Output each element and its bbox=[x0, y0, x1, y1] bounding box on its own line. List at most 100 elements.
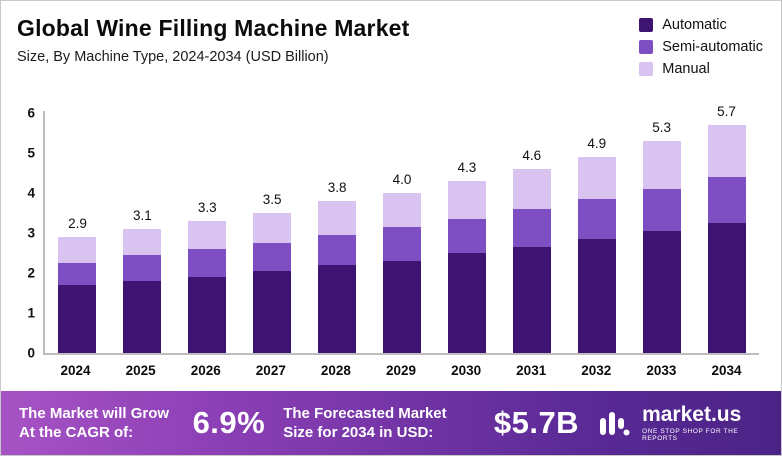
bar-segment-manual bbox=[382, 193, 421, 227]
bar-segment-automatic bbox=[382, 261, 421, 353]
bar-group-2028: 3.8 bbox=[305, 180, 370, 353]
x-label-2031: 2031 bbox=[516, 363, 547, 378]
forecast-label: The Forecasted Market Size for 2034 in U… bbox=[283, 404, 447, 442]
bar-group-2034: 5.7 bbox=[694, 104, 759, 353]
bar-segment-semi-automatic bbox=[253, 243, 292, 271]
bar-group-2031: 4.6 bbox=[499, 148, 564, 353]
bar-segment-manual bbox=[577, 157, 616, 199]
bar-segment-semi-automatic bbox=[577, 199, 616, 239]
page-subtitle: Size, By Machine Type, 2024-2034 (USD Bi… bbox=[17, 49, 329, 65]
chart-legend: Automatic Semi-automatic Manual bbox=[639, 15, 763, 77]
bar-stack-2025 bbox=[123, 229, 162, 353]
bar-segment-automatic bbox=[707, 223, 746, 353]
y-tick-0: 0 bbox=[27, 345, 35, 361]
logo-tagline: ONE STOP SHOP FOR THE REPORTS bbox=[642, 427, 739, 442]
cagr-value: 6.9% bbox=[192, 405, 266, 440]
bar-stack-2030 bbox=[447, 181, 486, 353]
bar-total-label-2028: 3.8 bbox=[327, 180, 347, 195]
chart-header: Global Wine Filling Machine Market Size,… bbox=[1, 1, 781, 81]
bar-stack-2028 bbox=[318, 201, 357, 353]
bar-total-label-2031: 4.6 bbox=[522, 148, 542, 163]
bar-segment-automatic bbox=[318, 265, 357, 353]
bar-segment-automatic bbox=[123, 281, 162, 353]
legend-label: Automatic bbox=[662, 17, 727, 33]
bar-segment-manual bbox=[318, 201, 357, 235]
y-axis: 0 1 2 3 4 5 6 bbox=[15, 106, 43, 361]
bar-stack-2033 bbox=[642, 141, 681, 353]
bar-segment-automatic bbox=[253, 271, 292, 353]
bar-total-label-2026: 3.3 bbox=[197, 200, 217, 215]
bar-segment-manual bbox=[253, 213, 292, 243]
legend-swatch-manual bbox=[639, 62, 654, 76]
y-tick-1: 1 bbox=[27, 305, 35, 321]
legend-item-manual: Manual bbox=[639, 61, 763, 77]
bar-stack-2034 bbox=[707, 125, 746, 353]
bar-segment-semi-automatic bbox=[642, 189, 681, 231]
x-label-2026: 2026 bbox=[190, 363, 221, 378]
x-label-2032: 2032 bbox=[581, 363, 612, 378]
bar-stack-2027 bbox=[253, 213, 292, 353]
bar-segment-manual bbox=[447, 181, 486, 219]
bar-segment-manual bbox=[58, 237, 97, 263]
y-tick-3: 3 bbox=[27, 225, 35, 241]
page-title: Global Wine Filling Machine Market bbox=[17, 15, 410, 41]
bar-total-label-2029: 4.0 bbox=[392, 172, 412, 187]
x-label-2034: 2034 bbox=[711, 363, 742, 378]
bar-total-label-2024: 2.9 bbox=[68, 216, 87, 231]
marketus-logo-icon bbox=[597, 405, 633, 441]
bar-stack-2024 bbox=[58, 237, 97, 353]
bar-segment-automatic bbox=[447, 253, 486, 353]
bar-segment-automatic bbox=[188, 277, 227, 353]
bar-total-label-2027: 3.5 bbox=[262, 192, 282, 207]
x-axis-labels: 2024 2025 2026 2027 2028 2029 2030 2031 2032 2033… bbox=[1, 355, 781, 391]
bar-segment-semi-automatic bbox=[58, 263, 97, 285]
y-tick-5: 5 bbox=[27, 145, 35, 161]
y-tick-2: 2 bbox=[27, 265, 35, 281]
bar-stack-2031 bbox=[512, 169, 551, 353]
x-label-2033: 2033 bbox=[646, 363, 677, 378]
bar-segment-semi-automatic bbox=[318, 235, 357, 265]
bar-segment-automatic bbox=[642, 231, 681, 353]
bar-stack-2029 bbox=[382, 193, 421, 353]
bar-segment-manual bbox=[707, 125, 746, 177]
x-label-2030: 2030 bbox=[451, 363, 482, 378]
bar-group-2032: 4.9 bbox=[564, 136, 629, 353]
legend-label: Semi-automatic bbox=[662, 39, 763, 55]
bar-group-2027: 3.5 bbox=[240, 192, 305, 353]
title-block: Global Wine Filling Machine Market Size,… bbox=[17, 15, 410, 65]
y-tick-6: 6 bbox=[27, 105, 35, 121]
cagr-label: The Market will Grow At the CAGR of: bbox=[19, 404, 170, 442]
bar-segment-semi-automatic bbox=[447, 219, 486, 253]
logo-text-block: market.us ONE STOP SHOP FOR THE REPORTS bbox=[642, 402, 763, 443]
legend-item-automatic: Automatic bbox=[639, 17, 763, 33]
bar-segment-manual bbox=[642, 141, 681, 189]
bar-total-label-2030: 4.3 bbox=[457, 160, 477, 175]
x-label-2025: 2025 bbox=[125, 363, 156, 378]
y-tick-4: 4 bbox=[27, 185, 35, 201]
bar-stack-2026 bbox=[188, 221, 227, 353]
bar-group-2025: 3.1 bbox=[110, 208, 175, 353]
bar-segment-manual bbox=[188, 221, 227, 249]
bar-total-label-2025: 3.1 bbox=[132, 208, 152, 223]
bar-segment-semi-automatic bbox=[123, 255, 162, 281]
bar-segment-automatic bbox=[577, 239, 616, 353]
bar-group-2024: 2.9 bbox=[45, 216, 110, 353]
legend-swatch-semi-automatic bbox=[639, 40, 654, 54]
legend-label: Manual bbox=[662, 61, 710, 77]
marketus-logo: market.us ONE STOP SHOP FOR THE REPORTS bbox=[597, 402, 763, 443]
legend-swatch-automatic bbox=[639, 18, 654, 32]
logo-name: market.us bbox=[642, 402, 742, 426]
bar-segment-semi-automatic bbox=[188, 249, 227, 277]
bar-total-label-2033: 5.3 bbox=[652, 120, 671, 135]
bar-segment-manual bbox=[512, 169, 551, 209]
bar-group-2026: 3.3 bbox=[175, 200, 240, 353]
bar-total-label-2032: 4.9 bbox=[587, 136, 607, 151]
x-label-2027: 2027 bbox=[255, 363, 286, 378]
bar-segment-semi-automatic bbox=[707, 177, 746, 223]
bar-total-label-2034: 5.7 bbox=[717, 104, 736, 119]
plot-area: 2.9 3.1 3.3 3.5 3.8 4.0 4.3 4.6 4.9 5.3 5.7 bbox=[43, 104, 759, 355]
stacked-bar-chart: 0 1 2 3 4 5 6 2.9 3.1 3.3 3.5 3.8 4.0 4.3 4.6 4.9 5.3 5.… bbox=[1, 81, 781, 361]
bar-segment-automatic bbox=[58, 285, 97, 353]
bar-segment-semi-automatic bbox=[382, 227, 421, 261]
